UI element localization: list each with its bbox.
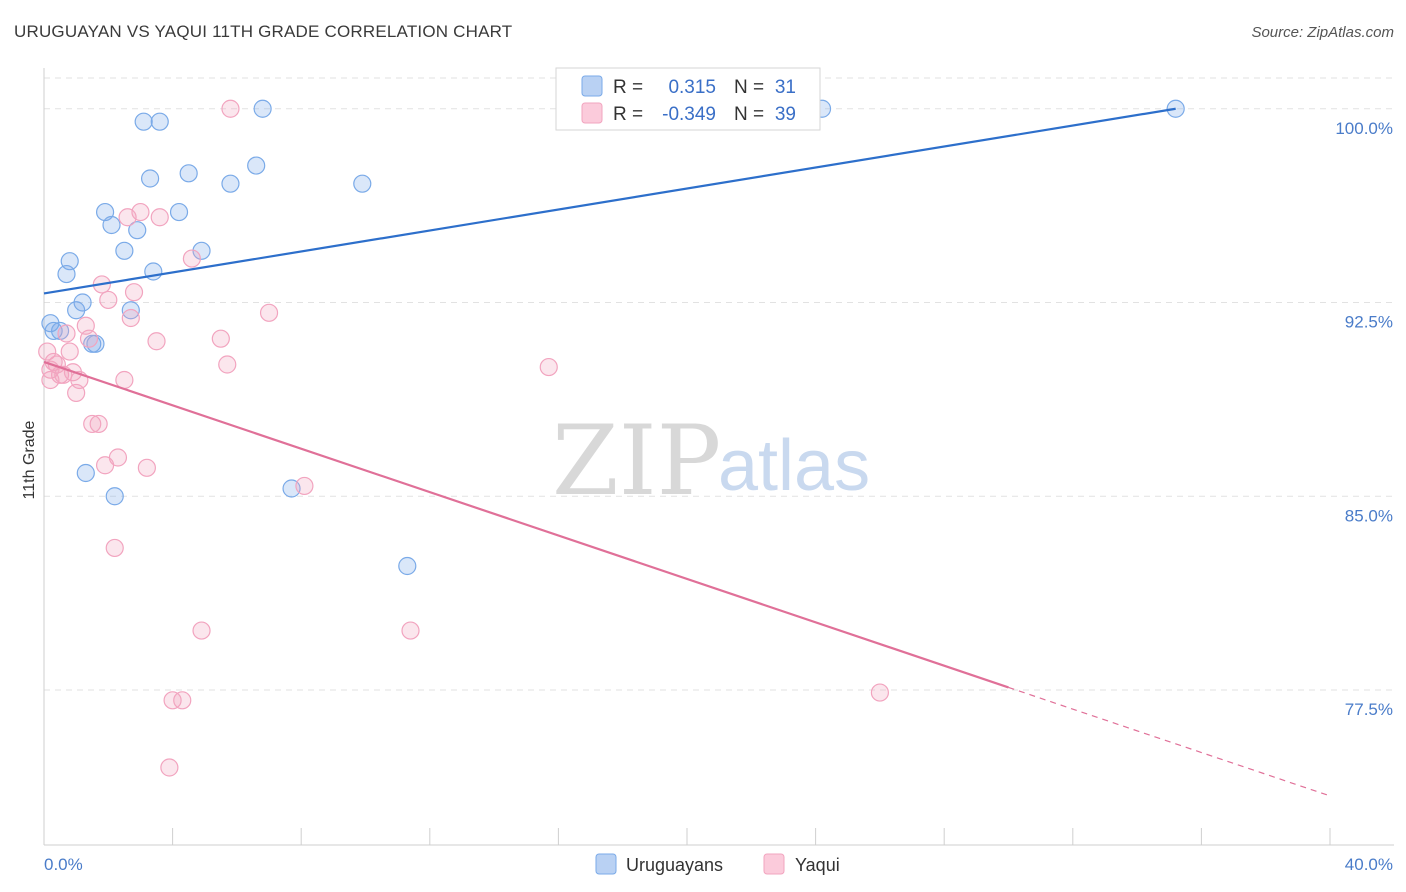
- watermark-zip: ZIP: [552, 405, 721, 517]
- point-uruguayans: [140, 169, 160, 188]
- point-yaqui: [131, 202, 150, 222]
- legend-r-label: R =: [613, 77, 643, 98]
- legend-r-label: R =: [613, 104, 643, 125]
- point-uruguayans: [76, 463, 95, 483]
- axes: [43, 68, 1394, 846]
- point-yaqui: [192, 621, 211, 640]
- point-yaqui: [221, 99, 240, 118]
- point-uruguayans: [353, 174, 372, 193]
- trend-line-uruguayans: [43, 107, 1176, 295]
- point-yaqui: [147, 332, 166, 351]
- point-yaqui: [259, 303, 279, 322]
- legend-n-uruguayans: 31: [775, 77, 796, 98]
- point-uruguayans: [128, 221, 147, 240]
- point-uruguayans: [105, 487, 124, 506]
- point-uruguayans: [121, 301, 140, 320]
- point-yaqui: [57, 324, 76, 343]
- point-yaqui: [173, 691, 192, 710]
- legend-swatch-uruguayans: [581, 75, 603, 97]
- point-yaqui: [218, 355, 237, 374]
- point-yaqui: [137, 458, 156, 477]
- legend-n-label: N =: [734, 77, 764, 98]
- legend-label-yaqui: Yaqui: [795, 855, 840, 875]
- point-uruguayans: [150, 112, 169, 131]
- stats-legend: R = 0.315 N = 31 R = -0.349 N = 39: [555, 67, 821, 131]
- point-yaqui: [870, 683, 890, 702]
- point-uruguayans: [169, 202, 189, 222]
- point-yaqui: [121, 308, 140, 328]
- watermark-atlas: atlas: [718, 426, 870, 506]
- grid-lines: [44, 77, 1394, 691]
- y-axis-title: 11th Grade: [21, 420, 38, 499]
- legend-r-uruguayans: 0.315: [668, 77, 716, 98]
- point-yaqui: [182, 249, 201, 268]
- point-uruguayans: [73, 293, 92, 312]
- point-yaqui: [89, 414, 108, 434]
- point-yaqui: [539, 357, 558, 377]
- legend-swatch-uruguayans-bottom: [595, 853, 617, 875]
- point-yaqui: [150, 208, 169, 227]
- legend-r-yaqui: -0.349: [662, 104, 716, 125]
- chart-title: URUGUAYAN VS YAQUI 11TH GRADE CORRELATIO…: [14, 22, 513, 41]
- y-tick-label: 77.5%: [1345, 700, 1393, 719]
- point-yaqui: [211, 329, 230, 348]
- point-yaqui: [163, 691, 182, 710]
- point-yaqui: [105, 538, 124, 558]
- point-uruguayans: [134, 112, 153, 131]
- data-points: [38, 99, 1185, 777]
- point-yaqui: [401, 621, 420, 640]
- x-tick-label: 40.0%: [1345, 855, 1393, 874]
- point-yaqui: [79, 329, 99, 348]
- series-legend: Uruguayans Yaqui: [595, 853, 840, 875]
- point-uruguayans: [179, 164, 198, 183]
- legend-label-uruguayans: Uruguayans: [626, 855, 723, 875]
- y-tick-label: 100.0%: [1335, 119, 1393, 138]
- x-tick-label: 0.0%: [44, 855, 83, 874]
- legend-swatch-yaqui-bottom: [763, 853, 785, 875]
- point-uruguayans: [247, 156, 266, 175]
- legend-n-yaqui: 39: [775, 104, 796, 125]
- trend-lines: [43, 107, 1331, 797]
- point-uruguayans: [60, 252, 79, 271]
- watermark: ZIP atlas: [552, 405, 870, 517]
- point-uruguayans: [115, 241, 134, 260]
- point-yaqui: [38, 342, 57, 361]
- legend-swatch-yaqui: [581, 102, 603, 124]
- trend-line-yaqui: [43, 360, 1009, 689]
- y-tick-label: 92.5%: [1345, 313, 1393, 332]
- point-uruguayans: [398, 556, 417, 576]
- point-yaqui: [295, 476, 314, 496]
- point-yaqui: [99, 290, 118, 310]
- tick-labels: 77.5% 85.0% 92.5% 100.0% 0.0% 40.0%: [44, 119, 1393, 874]
- point-uruguayans: [221, 174, 240, 193]
- point-uruguayans: [192, 241, 211, 260]
- source-label: Source: ZipAtlas.com: [1251, 24, 1394, 41]
- point-yaqui: [108, 448, 128, 467]
- y-tick-label: 85.0%: [1345, 506, 1393, 525]
- point-yaqui: [160, 758, 179, 777]
- legend-n-label: N =: [734, 104, 764, 125]
- point-uruguayans: [102, 215, 121, 235]
- trend-line-extension-yaqui: [1008, 686, 1331, 797]
- point-yaqui: [83, 414, 102, 434]
- point-uruguayans: [253, 99, 272, 118]
- point-yaqui: [124, 283, 144, 302]
- point-yaqui: [60, 342, 79, 361]
